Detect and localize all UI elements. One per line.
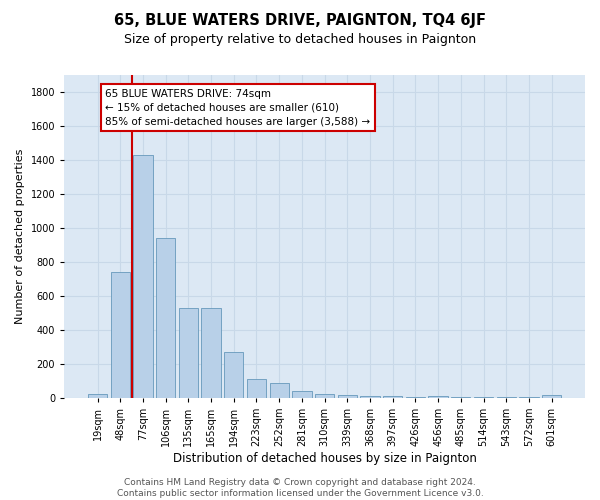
Bar <box>383 396 403 398</box>
Text: 65, BLUE WATERS DRIVE, PAIGNTON, TQ4 6JF: 65, BLUE WATERS DRIVE, PAIGNTON, TQ4 6JF <box>114 12 486 28</box>
Bar <box>133 155 152 398</box>
Text: Contains HM Land Registry data © Crown copyright and database right 2024.
Contai: Contains HM Land Registry data © Crown c… <box>116 478 484 498</box>
Bar <box>338 396 357 398</box>
Bar <box>202 308 221 398</box>
Bar <box>520 397 539 398</box>
Bar <box>406 396 425 398</box>
Bar <box>224 352 244 398</box>
X-axis label: Distribution of detached houses by size in Paignton: Distribution of detached houses by size … <box>173 452 476 465</box>
Bar <box>542 396 562 398</box>
Bar <box>110 272 130 398</box>
Bar <box>361 396 380 398</box>
Bar <box>292 391 311 398</box>
Bar <box>156 238 175 398</box>
Bar <box>428 396 448 398</box>
Bar <box>474 397 493 398</box>
Y-axis label: Number of detached properties: Number of detached properties <box>15 149 25 324</box>
Bar <box>497 397 516 398</box>
Bar <box>269 382 289 398</box>
Text: 65 BLUE WATERS DRIVE: 74sqm
← 15% of detached houses are smaller (610)
85% of se: 65 BLUE WATERS DRIVE: 74sqm ← 15% of det… <box>106 88 371 126</box>
Text: Size of property relative to detached houses in Paignton: Size of property relative to detached ho… <box>124 32 476 46</box>
Bar <box>315 394 334 398</box>
Bar <box>179 308 198 398</box>
Bar <box>247 379 266 398</box>
Bar <box>451 396 470 398</box>
Bar <box>88 394 107 398</box>
